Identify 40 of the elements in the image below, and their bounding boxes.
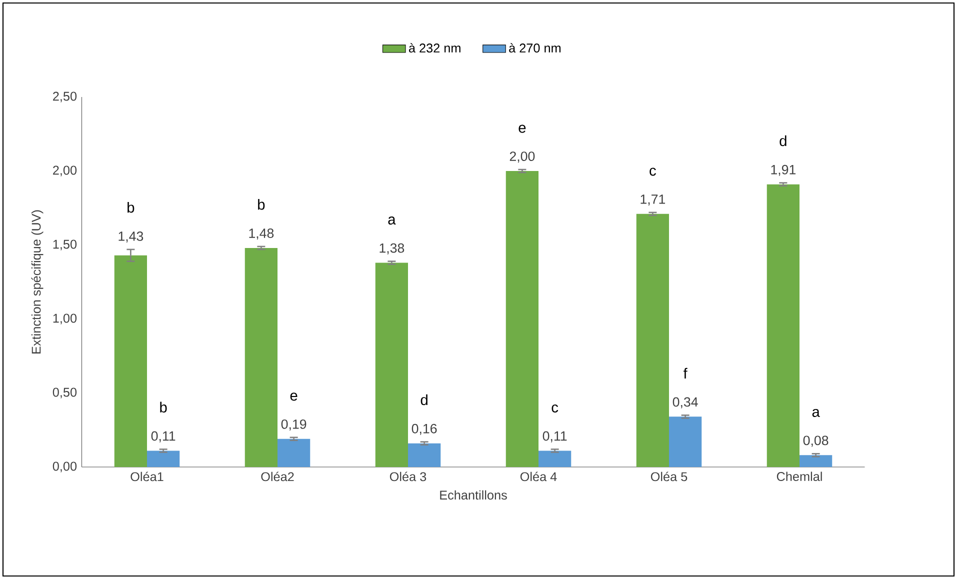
- y-tick-label: 0,50: [52, 388, 77, 398]
- y-tick-label: 0,00: [52, 462, 77, 472]
- x-tick-label: Oléa 4: [520, 472, 557, 482]
- annotation: b: [128, 202, 134, 213]
- annotation: d: [780, 135, 786, 146]
- x-tick-label: Oléa 3: [390, 472, 426, 482]
- data-label: 1,71: [640, 194, 666, 206]
- data-label: 1,38: [380, 243, 404, 254]
- annotation: b: [258, 199, 265, 210]
- data-label: 0,19: [281, 419, 306, 430]
- legend-label: à 232 nm: [408, 43, 460, 53]
- x-tick-label: Oléa 5: [650, 472, 688, 482]
- data-label: 0,08: [803, 436, 828, 447]
- data-label: 0,11: [542, 431, 567, 442]
- annotation: c: [552, 404, 558, 413]
- data-label: 2,00: [510, 152, 535, 163]
- annotation: a: [812, 408, 820, 417]
- y-tick-label: 1,00: [53, 314, 77, 324]
- legend-label: à 270 nm: [509, 43, 561, 53]
- annotation: e: [290, 392, 298, 401]
- x-tick-label: Chemlal: [776, 472, 822, 482]
- data-label: 1,91: [771, 164, 796, 176]
- x-tick-label: Oléa2: [261, 472, 294, 482]
- data-label: 1,48: [249, 228, 274, 240]
- data-label: 1,43: [118, 231, 144, 243]
- x-tick-label: Oléa1: [130, 472, 164, 482]
- annotation: f: [683, 368, 688, 378]
- annotation: a: [388, 216, 396, 225]
- y-tick-label: 2,00: [53, 166, 77, 176]
- annotation: b: [160, 402, 167, 413]
- y-tick-label: 1,50: [53, 240, 77, 250]
- data-label: 0,34: [672, 397, 698, 408]
- y-tick-label: 2,50: [53, 92, 77, 102]
- annotation: d: [420, 394, 428, 406]
- y-axis-title: Extinction spécifique (UV): [31, 210, 44, 354]
- data-label: 0,16: [412, 424, 437, 435]
- annotation: e: [518, 124, 526, 133]
- x-axis-title: Echantillons: [440, 490, 507, 500]
- annotation: c: [650, 168, 656, 176]
- data-label: 0,11: [151, 431, 176, 442]
